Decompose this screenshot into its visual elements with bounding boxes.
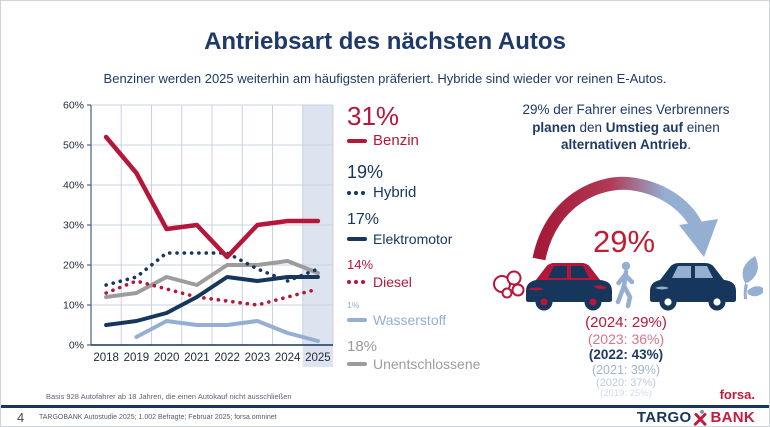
legend-item: 14% Diesel: [347, 258, 487, 290]
x-tick-label: 2025: [305, 352, 331, 364]
legend-label: Elektromotor: [373, 230, 453, 247]
pedestrian-icon: [615, 261, 635, 309]
cars-illustration: [489, 251, 766, 318]
forsa-logo: forsa.: [719, 387, 755, 402]
legend-value: 17%: [347, 211, 380, 229]
history-item: (2022: 43%): [588, 347, 664, 363]
headline-text: einen: [683, 119, 720, 135]
x-tick-label: 2023: [245, 352, 271, 364]
legend-marker-icon: [347, 236, 367, 241]
legend-marker-icon: [347, 279, 367, 284]
chart-legend: 31% Benzin 19% Hybrid 17% Elektromotor 14% Dies…: [347, 101, 487, 383]
history-item: (2024: 29%): [585, 314, 667, 331]
series-diesel: [104, 279, 320, 307]
curved-arrow-icon: [532, 176, 703, 261]
legend-label: Wasserstoff: [373, 311, 447, 328]
right-panel: 29% der Fahrer eines Verbrenners planen …: [489, 101, 766, 399]
x-tick-label: 2021: [184, 352, 210, 364]
highlight-band-2025: [302, 105, 333, 367]
legend-label: Hybrid: [373, 184, 417, 202]
history-item: (2020: 37%): [596, 376, 656, 389]
headline-text: den: [575, 119, 606, 135]
footer-divider: [1, 405, 769, 408]
y-tick-label: 0%: [69, 340, 84, 352]
series-wasserstoff: [134, 319, 320, 343]
legend-marker-icon: [347, 138, 367, 143]
legend-item: 31% Benzin: [347, 101, 487, 150]
headline-text: 29% der Fahrer eines Verbrenners: [522, 102, 730, 117]
history-item: (2019: 25%): [600, 387, 652, 399]
arrow-value: 29%: [593, 224, 655, 259]
headline-text: alternativen Antrieb: [560, 137, 688, 153]
legend-value: 19%: [347, 162, 384, 183]
targobank-logo-targo: TARGO: [636, 409, 692, 426]
series-hybrid: [104, 251, 320, 287]
legend-label: Unentschlossene: [373, 356, 481, 373]
y-tick-label: 20%: [63, 260, 84, 272]
y-tick-label: 50%: [63, 140, 84, 152]
legend-item: 18% Unentschlossene: [347, 337, 487, 373]
x-tick-label: 2018: [93, 352, 119, 364]
history-item: (2023: 36%): [587, 330, 665, 347]
x-tick-label: 2022: [214, 352, 240, 364]
legend-value: 14%: [347, 256, 374, 272]
targobank-logo: TARGO BANK: [637, 409, 755, 426]
y-tick-label: 40%: [63, 180, 84, 192]
history-list: (2024: 29%) (2023: 36%) (2022: 43%) (2021: …: [489, 314, 763, 400]
page-number: 4: [17, 410, 25, 425]
series-elektromotor: [104, 275, 320, 327]
electric-car-icon: [650, 263, 736, 311]
smoke-cloud-icon: [493, 270, 525, 299]
x-tick-label: 2024: [275, 352, 301, 364]
x-tick-label: 2020: [154, 352, 180, 364]
legend-marker-icon: [347, 190, 367, 195]
series-unentschlossene: [104, 259, 320, 299]
legend-value: 31%: [347, 101, 400, 131]
panel-headline: 29% der Fahrer eines Verbrenners planen …: [519, 101, 734, 154]
headline-text: planen: [532, 119, 576, 135]
legend-item: 17% Elektromotor: [347, 211, 487, 247]
line-chart: 0% 10% 20% 30% 40% 50% 60% 2018 2019 2020 2021 2022…: [63, 100, 334, 367]
targobank-logo-bank: BANK: [710, 409, 755, 426]
legend-value: 1%: [347, 299, 360, 310]
history-item: (2021: 39%): [591, 362, 661, 377]
legend-marker-icon: [347, 362, 367, 367]
x-tick-label: 2019: [124, 352, 150, 364]
legend-marker-icon: [347, 317, 367, 322]
y-tick-label: 30%: [63, 220, 84, 232]
legend-item: 1% Wasserstoff: [347, 299, 487, 328]
transition-arrow-graphic: 29%: [521, 171, 731, 268]
subtitle: Benziner werden 2025 weiterhin am häufig…: [103, 71, 667, 86]
headline-text: .: [687, 137, 692, 153]
page-title: Antriebsart des nächsten Autos: [204, 28, 566, 55]
leaf-icon: [742, 256, 766, 299]
source-note: TARGOBANK Autostudie 2025; 1.002 Befragt…: [39, 414, 277, 421]
legend-value: 18%: [347, 337, 378, 355]
legend-item: 19% Hybrid: [347, 163, 487, 201]
series-benzin: [103, 134, 321, 260]
combustion-car-icon: [526, 263, 612, 311]
y-tick-label: 60%: [63, 100, 84, 112]
arrowhead-icon: [679, 219, 718, 257]
legend-label: Benzin: [373, 132, 419, 150]
basis-note: Basis 928 Autofahrer ab 18 Jahren, die e…: [46, 392, 292, 401]
headline-text: Umstieg auf: [605, 119, 683, 135]
legend-label: Diesel: [373, 273, 412, 290]
y-tick-label: 10%: [63, 300, 84, 312]
targobank-x-icon: [694, 409, 707, 426]
